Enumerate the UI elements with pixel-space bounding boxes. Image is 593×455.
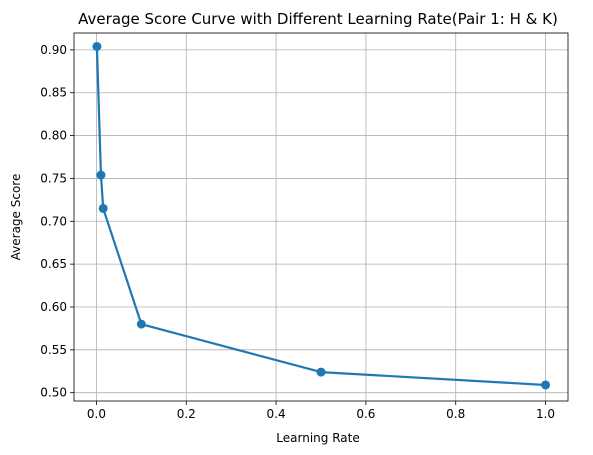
axis-ticks: 0.0 0.2 0.4 0.6 0.8 1.0 0.50 0.55 0.60 0.65 0.70 0.… <box>40 43 555 421</box>
y-tick-label: 0.70 <box>40 214 67 228</box>
y-tick-label: 0.80 <box>40 129 67 143</box>
x-tick-label: 1.0 <box>536 407 555 421</box>
x-axis-label: Learning Rate <box>276 431 359 445</box>
x-tick-label: 0.6 <box>356 407 375 421</box>
data-point <box>98 203 108 213</box>
chart-title: Average Score Curve with Different Learn… <box>78 10 558 28</box>
data-point <box>92 41 102 51</box>
x-tick-label: 0.8 <box>446 407 465 421</box>
y-tick-label: 0.60 <box>40 300 67 314</box>
y-tick-label: 0.65 <box>40 257 67 271</box>
y-tick-label: 0.50 <box>40 386 67 400</box>
grid-lines <box>74 33 568 401</box>
plot-frame <box>73 32 569 402</box>
data-point <box>96 170 106 180</box>
data-point <box>136 319 146 329</box>
x-tick-label: 0.0 <box>87 407 106 421</box>
y-axis-label: Average Score <box>9 174 23 261</box>
y-tick-label: 0.75 <box>40 171 67 185</box>
data-point <box>541 380 551 390</box>
y-tick-label: 0.55 <box>40 343 67 357</box>
series-line <box>95 46 546 387</box>
y-tick-label: 0.85 <box>40 86 67 100</box>
series-layer <box>92 41 551 390</box>
y-tick-label: 0.90 <box>40 43 67 57</box>
data-point <box>316 367 326 377</box>
x-tick-label: 0.4 <box>267 407 286 421</box>
x-tick-label: 0.2 <box>177 407 196 421</box>
